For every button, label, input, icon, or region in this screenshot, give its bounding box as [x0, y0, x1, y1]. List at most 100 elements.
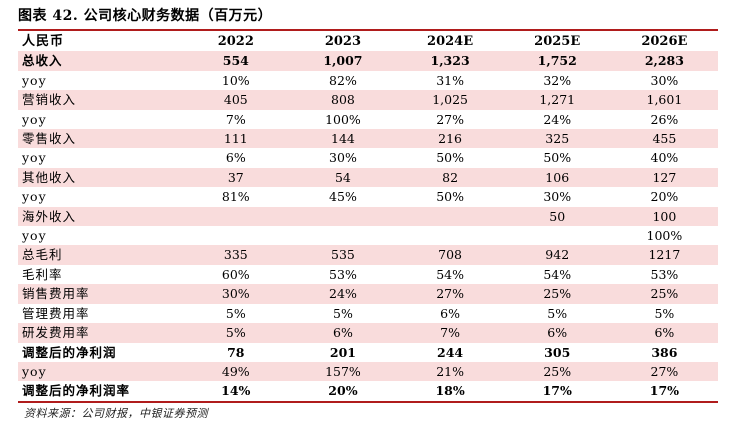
source-note: 资料来源：公司财报，中银证券预测 — [24, 407, 208, 420]
table-cell: 1,323 — [396, 51, 504, 71]
table-cell: 18% — [435, 383, 465, 399]
table-cell: 325 — [503, 129, 611, 149]
table-row: yoy 49% 157% 21% 25% 27% — [18, 361, 718, 382]
table-cell: 53% — [650, 266, 679, 282]
table-cell: 37 — [182, 167, 290, 188]
row-label: 总收入 — [18, 51, 183, 71]
table-cell: 535 — [289, 245, 397, 265]
table-cell: 386 — [651, 344, 678, 360]
row-label: yoy — [22, 189, 47, 205]
header-year-2024e: 2024E — [427, 34, 474, 49]
table-cell: 20% — [650, 189, 679, 205]
table-row: 调整后的净利润率 14% 20% 18% 17% 17% — [18, 381, 718, 400]
table-row: 零售收入 111 144 216 325 455 — [18, 129, 718, 149]
header-year-2025e: 2025E — [534, 34, 581, 49]
table-cell: 1,752 — [503, 51, 611, 71]
table-cell: 27% — [610, 361, 718, 382]
table-cell: 31% — [436, 72, 464, 88]
table-cell: 216 — [396, 129, 504, 149]
header-year-2026e: 2026E — [641, 34, 688, 49]
table-cell: 455 — [610, 129, 718, 149]
top-rule — [18, 29, 718, 31]
table-cell — [182, 226, 289, 245]
table-row: 总毛利 335 535 708 942 1217 — [18, 245, 718, 265]
table-cell: 1217 — [610, 245, 718, 265]
table-row: yoy 6% 30% 50% 50% 40% — [18, 148, 718, 167]
table-row: 总收入 554 1,007 1,323 1,752 2,283 — [18, 51, 718, 71]
table-cell: 25% — [503, 284, 611, 304]
row-label: yoy — [22, 111, 47, 127]
table-cell: 60% — [221, 266, 250, 282]
row-label: 零售收入 — [18, 129, 183, 149]
table-row: 调整后的净利润 78 201 244 305 386 — [18, 343, 718, 362]
row-label: 总毛利 — [18, 245, 183, 265]
table-cell — [396, 206, 504, 227]
table-cell: 45% — [329, 189, 357, 205]
table-cell: 808 — [289, 90, 397, 110]
table-cell: 1,271 — [503, 90, 611, 110]
table-cell: 50% — [543, 150, 572, 166]
table-cell: 5% — [333, 305, 353, 321]
table-row: 营销收入 405 808 1,025 1,271 1,601 — [18, 90, 718, 110]
table-cell: 111 — [182, 129, 290, 149]
table-cell: 20% — [328, 383, 358, 399]
table-row: yoy 10% 82% 31% 32% 30% — [18, 71, 718, 90]
table-cell: 1,025 — [396, 90, 504, 110]
table-cell: 5% — [654, 305, 675, 321]
table-cell: 1,601 — [610, 90, 718, 110]
row-label: 营销收入 — [18, 90, 183, 110]
table-cell: 82% — [329, 72, 357, 88]
table-cell — [504, 226, 611, 245]
table-cell: 201 — [329, 344, 356, 360]
table-cell: 2,283 — [610, 51, 718, 71]
table-cell: 157% — [289, 361, 397, 382]
table-cell: 17% — [542, 383, 572, 399]
table-cell: 405 — [182, 90, 290, 110]
table-cell: 49% — [182, 361, 290, 382]
table-cell: 32% — [543, 72, 572, 88]
table-row: 研发费用率 5% 6% 7% 6% 6% — [18, 323, 718, 343]
table-cell: 30% — [329, 150, 357, 166]
header-year-2023: 2023 — [324, 34, 362, 49]
table-cell: 54 — [289, 167, 397, 188]
table-cell: 25% — [503, 361, 611, 382]
table-cell: 1,007 — [289, 51, 397, 71]
table-cell: 708 — [396, 245, 504, 265]
table-cell: 53% — [329, 266, 357, 282]
table-cell: 554 — [182, 51, 290, 71]
table-cell: 25% — [610, 284, 718, 304]
table-cell: 6% — [289, 323, 397, 343]
row-label: 毛利率 — [22, 266, 63, 282]
table-row: 销售费用率 30% 24% 27% 25% 25% — [18, 284, 718, 304]
table-cell: 81% — [221, 189, 250, 205]
table-cell: 7% — [225, 111, 246, 127]
table-cell: 50 — [503, 206, 611, 227]
table-row: 其他收入 37 54 82 106 127 — [18, 167, 718, 188]
table-cell: 27% — [436, 111, 464, 127]
financial-data-table: 人民币 2022 2023 2024E 2025E 2026E 总收入 554 1,… — [18, 32, 718, 401]
table-cell: 78 — [227, 344, 245, 360]
table-cell: 5% — [547, 305, 568, 321]
table-cell: 17% — [649, 383, 680, 399]
table-row: yoy 81% 45% 50% 30% 20% — [18, 187, 718, 206]
table-cell: 10% — [221, 72, 250, 88]
table-row: yoy 7% 100% 27% 24% 26% — [18, 110, 718, 129]
header-year-2022: 2022 — [217, 34, 254, 49]
table-cell: 24% — [543, 111, 572, 127]
table-cell: 50% — [436, 189, 464, 205]
table-cell — [289, 226, 396, 245]
table-cell — [289, 206, 397, 227]
bottom-rule — [18, 401, 718, 403]
table-cell: 14% — [221, 383, 251, 399]
row-label: yoy — [22, 228, 47, 244]
table-cell: 6% — [440, 305, 460, 321]
row-label: 调整后的净利润率 — [22, 383, 131, 399]
table-cell: 100 — [610, 206, 718, 227]
table-row: 管理费用率 5% 5% 6% 5% 5% — [18, 304, 718, 323]
table-cell: 21% — [396, 361, 504, 382]
table-cell: 5% — [225, 305, 246, 321]
table-cell — [182, 206, 290, 227]
header-row: 人民币 2022 2023 2024E 2025E 2026E — [18, 32, 718, 51]
table-cell: 305 — [544, 344, 571, 360]
table-cell: 54% — [436, 266, 464, 282]
